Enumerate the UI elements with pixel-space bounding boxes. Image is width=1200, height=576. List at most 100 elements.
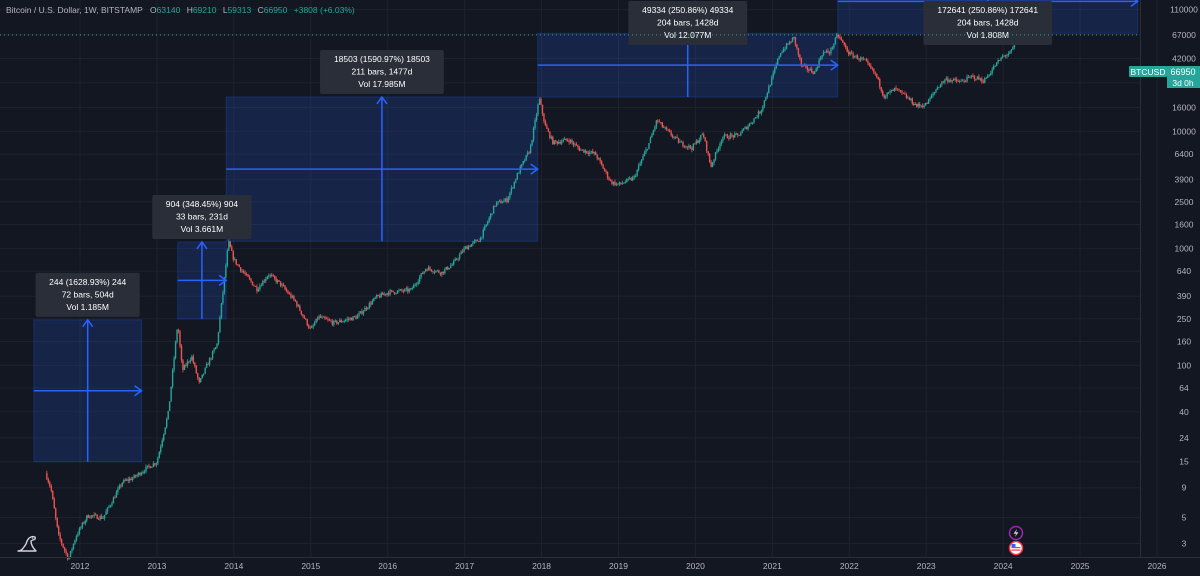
candle-body <box>555 140 557 142</box>
candle <box>737 132 739 138</box>
candle-body <box>96 514 98 520</box>
candle-body <box>660 122 662 123</box>
us-flag-icon[interactable] <box>1008 540 1024 556</box>
candle <box>439 272 442 277</box>
candle <box>168 401 171 411</box>
candle <box>839 34 841 40</box>
candle <box>609 178 612 182</box>
candle <box>932 91 934 98</box>
candle-body <box>352 316 354 321</box>
candle-body <box>871 68 874 69</box>
candle <box>464 245 467 250</box>
candle <box>580 148 582 151</box>
candle <box>787 43 789 45</box>
candle <box>661 121 663 129</box>
candle-body <box>89 517 91 519</box>
candle <box>988 74 990 77</box>
candle <box>188 360 190 364</box>
candle <box>235 259 237 266</box>
candle-body <box>285 289 288 292</box>
candle-body <box>343 320 345 322</box>
candle <box>299 304 301 311</box>
candle-body <box>284 286 286 290</box>
candle-body <box>769 85 771 87</box>
price-tick-label: 42000 <box>1172 54 1196 64</box>
candle <box>768 84 770 94</box>
candle <box>655 119 658 130</box>
candle <box>957 79 959 82</box>
candle-body <box>961 80 964 82</box>
lightning-icon[interactable] <box>1008 525 1024 541</box>
candle-body <box>776 58 779 65</box>
candle-body <box>420 273 422 278</box>
candle <box>756 114 758 119</box>
candle-body <box>105 511 107 515</box>
candle-body <box>958 81 961 82</box>
candle <box>356 313 359 319</box>
candle <box>615 182 618 187</box>
candle-body <box>793 36 795 39</box>
candle-body <box>489 213 492 218</box>
candle <box>389 288 391 297</box>
candle <box>856 54 859 60</box>
candle <box>634 173 637 178</box>
candle-body <box>563 138 566 140</box>
symbol-legend[interactable]: Bitcoin / U.S. Dollar, 1W, BITSTAMP O631… <box>6 5 355 15</box>
candle <box>226 248 229 268</box>
candle-body <box>278 280 280 282</box>
candle-body <box>102 518 104 519</box>
candle-body <box>924 102 927 106</box>
candle <box>1001 54 1004 59</box>
candle-body <box>1000 57 1002 61</box>
candle-body <box>432 271 434 273</box>
candle <box>56 517 58 528</box>
candle <box>386 292 388 297</box>
candle <box>312 323 314 330</box>
price-axis[interactable]: 3000001800001100006700042000260001600010… <box>1170 0 1199 549</box>
candle <box>399 289 402 292</box>
price-tick-label: 3 <box>1182 539 1187 549</box>
candle <box>620 182 622 185</box>
candle-body <box>595 152 597 156</box>
candle <box>951 79 953 84</box>
candle-body <box>664 127 666 129</box>
candle <box>176 328 178 344</box>
candle-body <box>308 325 310 328</box>
candle <box>572 140 575 148</box>
candle-body <box>815 68 817 72</box>
candle <box>623 182 625 184</box>
candle <box>741 128 743 134</box>
candle <box>515 178 517 184</box>
candle <box>785 42 788 50</box>
dino-logo-icon[interactable] <box>17 535 37 552</box>
candle-body <box>720 140 723 144</box>
time-axis[interactable]: 2012 2013 2014 2015 2016 2017 2018 2019 2020 2021… <box>71 561 1167 571</box>
candle <box>821 54 823 60</box>
candle <box>242 269 245 274</box>
candle <box>55 507 57 521</box>
candle <box>271 272 273 278</box>
candle <box>981 76 983 84</box>
tooltip-line-1: 49334 (250.86%) 49334 <box>642 5 733 15</box>
candle <box>444 267 446 275</box>
candle <box>256 284 258 294</box>
candle-body <box>146 465 149 467</box>
candle-body <box>969 76 971 78</box>
ohlc-open-key: O <box>150 5 157 15</box>
candle <box>529 143 532 154</box>
candle <box>815 67 817 73</box>
candle-body <box>473 240 476 243</box>
candle-body <box>115 492 118 498</box>
candle <box>953 77 955 81</box>
candle <box>904 91 906 95</box>
candle <box>148 463 150 469</box>
candle <box>984 76 986 84</box>
bar-countdown: 3d 0h <box>1172 78 1194 88</box>
candle <box>629 176 631 180</box>
candle <box>728 135 730 141</box>
candle-body <box>674 136 677 138</box>
candle-body <box>383 293 385 295</box>
candle-body <box>947 78 949 82</box>
candle <box>410 287 412 291</box>
